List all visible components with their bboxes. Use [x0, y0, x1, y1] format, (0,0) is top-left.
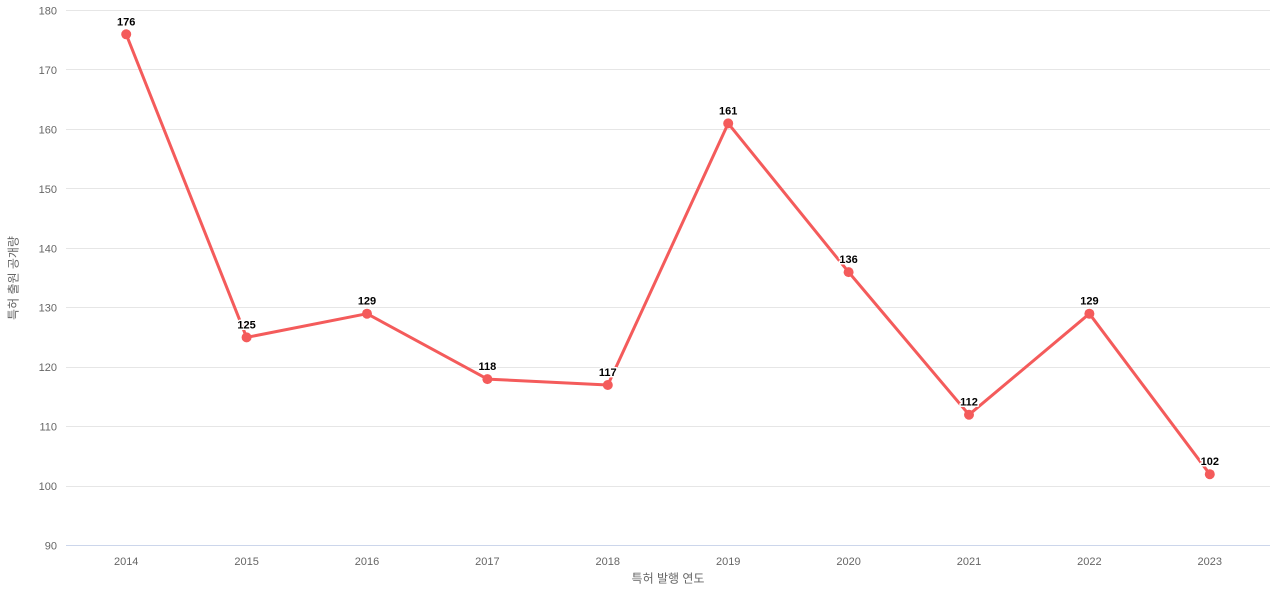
- x-tick-label: 2018: [596, 556, 620, 568]
- data-point-label: 129: [1080, 296, 1098, 308]
- data-point-label: 129: [358, 296, 376, 308]
- data-point-marker[interactable]: [241, 332, 252, 343]
- data-point-marker[interactable]: [1084, 308, 1095, 319]
- data-point-label: 125: [237, 319, 255, 331]
- gridlines-group: [66, 10, 1270, 546]
- y-tick-label: 130: [39, 303, 57, 315]
- y-tick-label: 160: [39, 124, 57, 136]
- y-tick-label: 150: [39, 184, 57, 196]
- data-point-marker[interactable]: [964, 409, 974, 420]
- x-tick-label: 2015: [234, 556, 258, 568]
- y-tick-label: 110: [39, 422, 57, 434]
- data-labels-group: 176 125 129 118 117 161 136 112 129 102: [116, 15, 1221, 470]
- data-point-label: 176: [117, 16, 135, 28]
- data-point-marker[interactable]: [843, 267, 854, 278]
- y-tick-labels-group: 90 100 110 120 130 140 150 160 170 180: [39, 6, 57, 553]
- series-line: [124, 32, 1212, 476]
- x-tick-labels-group: 2014 2015 2016 2017 2018 2019 2020 2021 2022 2023: [114, 556, 1222, 568]
- data-point-label: 117: [599, 367, 617, 379]
- data-point-label: 112: [960, 397, 978, 409]
- y-tick-label: 170: [39, 65, 57, 77]
- data-point-marker[interactable]: [121, 29, 132, 40]
- y-tick-label: 120: [39, 362, 57, 374]
- x-tick-label: 2019: [716, 556, 740, 568]
- x-tick-label: 2022: [1077, 556, 1101, 568]
- y-tick-label: 140: [39, 243, 57, 255]
- data-point-label: 161: [719, 105, 737, 117]
- x-tick-label: 2014: [114, 556, 138, 568]
- x-tick-label: 2021: [957, 556, 981, 568]
- data-point-marker[interactable]: [482, 374, 493, 385]
- y-tick-label: 100: [39, 481, 57, 493]
- y-tick-label: 180: [39, 6, 57, 18]
- x-tick-label: 2017: [475, 556, 499, 568]
- data-point-label: 118: [479, 361, 497, 373]
- x-tick-label: 2020: [836, 556, 860, 568]
- x-tick-label: 2016: [355, 556, 379, 568]
- data-point-label: 102: [1201, 456, 1219, 468]
- data-point-marker[interactable]: [723, 118, 734, 129]
- y-tick-label: 90: [45, 541, 57, 553]
- x-tick-label: 2023: [1198, 556, 1222, 568]
- markers-group: [121, 29, 1215, 480]
- data-point-marker[interactable]: [1204, 469, 1215, 480]
- data-point-label: 136: [839, 254, 857, 266]
- data-point-marker[interactable]: [602, 380, 613, 390]
- data-point-marker[interactable]: [362, 308, 372, 319]
